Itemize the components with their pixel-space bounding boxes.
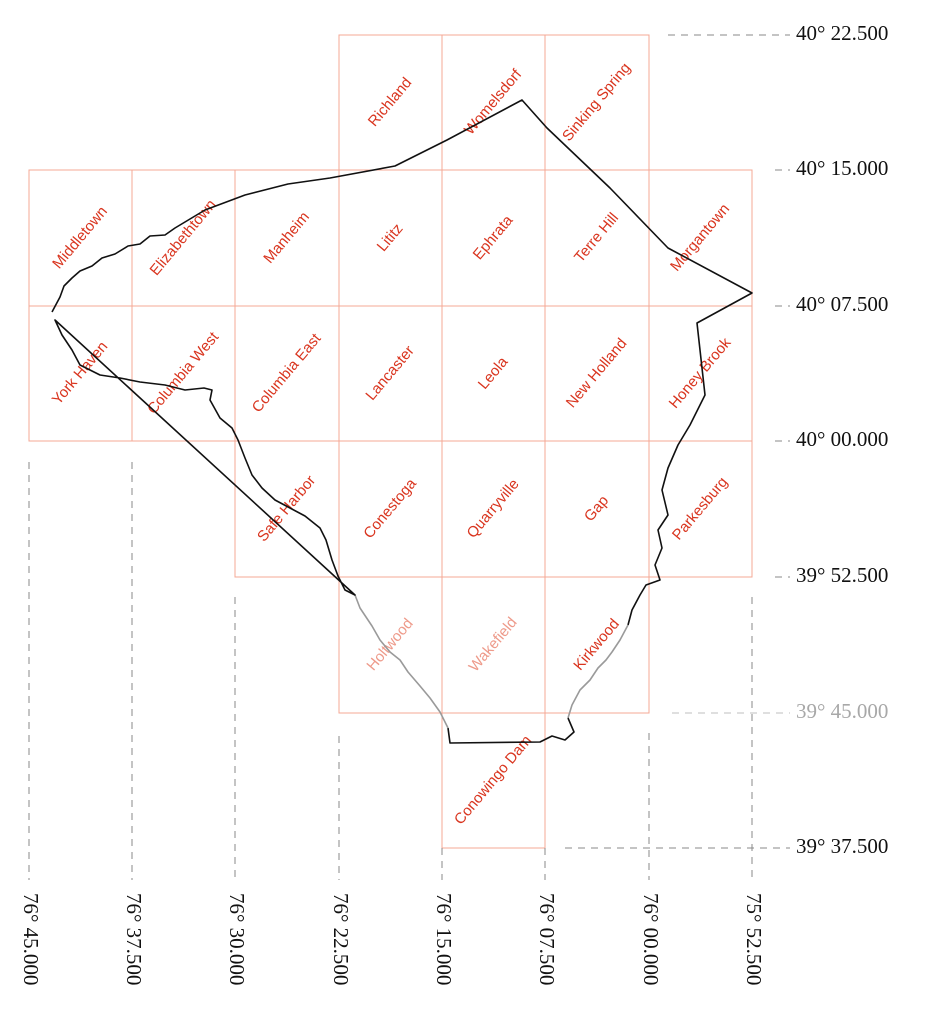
- longitude-ticks: 76° 45.000 76° 37.500 76° 30.000 76° 22.500…: [19, 462, 766, 985]
- quadrangle-cell: [648, 440, 753, 578]
- longitude-tick-label: 76° 45.000: [19, 893, 43, 985]
- latitude-tick-label: 40° 07.500: [796, 292, 888, 316]
- quadrangle-label: Parkesburg: [669, 474, 731, 544]
- quadrangle-label: Middletown: [49, 203, 111, 272]
- quadrangle-grid: Richland Womelsdorf Sinking SpringMiddleto…: [28, 34, 753, 849]
- quadrangle-label: Sinking Spring: [559, 60, 634, 145]
- longitude-tick-label: 76° 00.000: [639, 893, 663, 985]
- county-outline-river: [567, 624, 629, 719]
- county-outline: [51, 99, 753, 626]
- quadrangle-label: Gap: [581, 492, 612, 525]
- quadrangle-label: New Holland: [563, 335, 631, 411]
- quadrangle-label: Kirkwood: [570, 616, 623, 674]
- quadrangle-label: Terre Hill: [571, 210, 622, 266]
- latitude-ticks: 40° 22.500 40° 15.000 40° 07.500 40° 00.000…: [565, 21, 888, 858]
- latitude-tick-label: 39° 45.000: [796, 699, 888, 723]
- quadrangle-cell: [544, 576, 650, 714]
- longitude-tick-label: 76° 07.500: [535, 893, 559, 985]
- quadrangle-label: Conestoga: [360, 475, 420, 542]
- quadrangle-label: Richland: [365, 74, 416, 130]
- latitude-tick-label: 39° 37.500: [796, 834, 888, 858]
- longitude-tick-label: 76° 37.500: [122, 893, 146, 985]
- county-outline-west: [54, 319, 356, 596]
- longitude-tick-label: 76° 30.000: [225, 893, 249, 985]
- quadrangle-label: Manheim: [260, 209, 313, 267]
- longitude-tick-label: 75° 52.500: [742, 893, 766, 985]
- quadrangle-label: Ephrata: [470, 212, 517, 264]
- quadrangle-label: Quarryville: [464, 476, 523, 542]
- latitude-tick-label: 40° 00.000: [796, 427, 888, 451]
- quadrangle-label: Columbia West: [144, 328, 223, 417]
- quadrangle-label: York Haven: [49, 338, 112, 408]
- quadrangle-cell: [441, 712, 546, 849]
- county-boundary: [51, 99, 753, 744]
- latitude-tick-label: 40° 22.500: [796, 21, 888, 45]
- latitude-tick-label: 39° 52.500: [796, 563, 888, 587]
- longitude-tick-label: 76° 22.500: [329, 893, 353, 985]
- latitude-tick-label: 40° 15.000: [796, 156, 888, 180]
- longitude-tick-label: 76° 15.000: [432, 893, 456, 985]
- quadrangle-label: Lititz: [374, 220, 407, 255]
- quadrangle-label: Safe Harbor: [254, 472, 319, 545]
- county-outline-south: [447, 717, 575, 744]
- quadrangle-label: Wakefield: [466, 614, 521, 675]
- quadrangle-label: Morgantown: [667, 201, 733, 275]
- county-outline-river-west: [354, 594, 449, 729]
- quadrangle-label: Conowingo Dam: [451, 732, 535, 828]
- quadrangle-label: Columbia East: [249, 330, 325, 416]
- quadrangle-label: Lancaster: [362, 342, 417, 403]
- quadrangle-label: Leola: [475, 353, 512, 393]
